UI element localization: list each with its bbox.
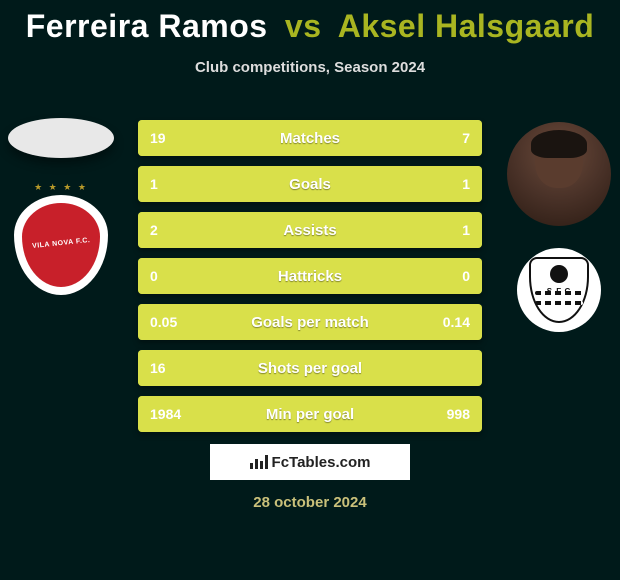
crest-stars-icon: ★ ★ ★ ★	[11, 182, 111, 193]
site-label: FcTables.com	[272, 454, 371, 471]
stat-row: 0Hattricks0	[138, 258, 482, 294]
stat-label: Matches	[208, 130, 412, 147]
value-right: 1	[412, 176, 482, 192]
value-left: 0	[138, 268, 208, 284]
value-left: 1	[138, 176, 208, 192]
ball-icon	[550, 265, 568, 283]
value-right: 0	[412, 268, 482, 284]
team1-name-label: VILA NOVA F.C.	[32, 236, 91, 249]
team1-crest: ★ ★ ★ ★ VILA NOVA F.C.	[11, 182, 111, 298]
stat-row: 0.05Goals per match0.14	[138, 304, 482, 340]
page-title: Ferreira Ramos vs Aksel Halsgaard	[0, 0, 620, 45]
value-right: 0.14	[412, 314, 482, 330]
footer-watermark: FcTables.com	[210, 444, 410, 480]
right-column: S.F.C	[504, 122, 614, 332]
value-left: 0.05	[138, 314, 208, 330]
player2-name: Aksel Halsgaard	[338, 8, 595, 44]
stat-label: Goals per match	[208, 314, 412, 331]
stat-row: 19Matches7	[138, 120, 482, 156]
stat-label: Shots per goal	[208, 360, 412, 377]
stat-label: Assists	[208, 222, 412, 239]
value-left: 16	[138, 360, 208, 376]
stat-row: 1Goals1	[138, 166, 482, 202]
chart-bars-icon	[250, 455, 268, 469]
player2-avatar	[507, 122, 611, 226]
player1-avatar	[8, 118, 114, 158]
value-right: 1	[412, 222, 482, 238]
shield-icon: VILA NOVA F.C.	[14, 195, 108, 295]
stat-label: Goals	[208, 176, 412, 193]
waves-icon	[535, 291, 583, 311]
value-left: 2	[138, 222, 208, 238]
date-label: 28 october 2024	[0, 494, 620, 511]
value-right: 998	[412, 406, 482, 422]
stat-row: 16Shots per goal	[138, 350, 482, 386]
team2-crest: S.F.C	[517, 248, 601, 332]
value-right: 7	[412, 130, 482, 146]
value-left: 1984	[138, 406, 208, 422]
vs-label: vs	[285, 8, 322, 44]
stat-label: Min per goal	[208, 406, 412, 423]
stats-table: 19Matches71Goals12Assists10Hattricks00.0…	[138, 120, 482, 442]
stat-row: 2Assists1	[138, 212, 482, 248]
subtitle: Club competitions, Season 2024	[0, 59, 620, 76]
stat-row: 1984Min per goal998	[138, 396, 482, 432]
player1-name: Ferreira Ramos	[26, 8, 268, 44]
value-left: 19	[138, 130, 208, 146]
left-column: ★ ★ ★ ★ VILA NOVA F.C.	[6, 118, 116, 298]
stat-label: Hattricks	[208, 268, 412, 285]
